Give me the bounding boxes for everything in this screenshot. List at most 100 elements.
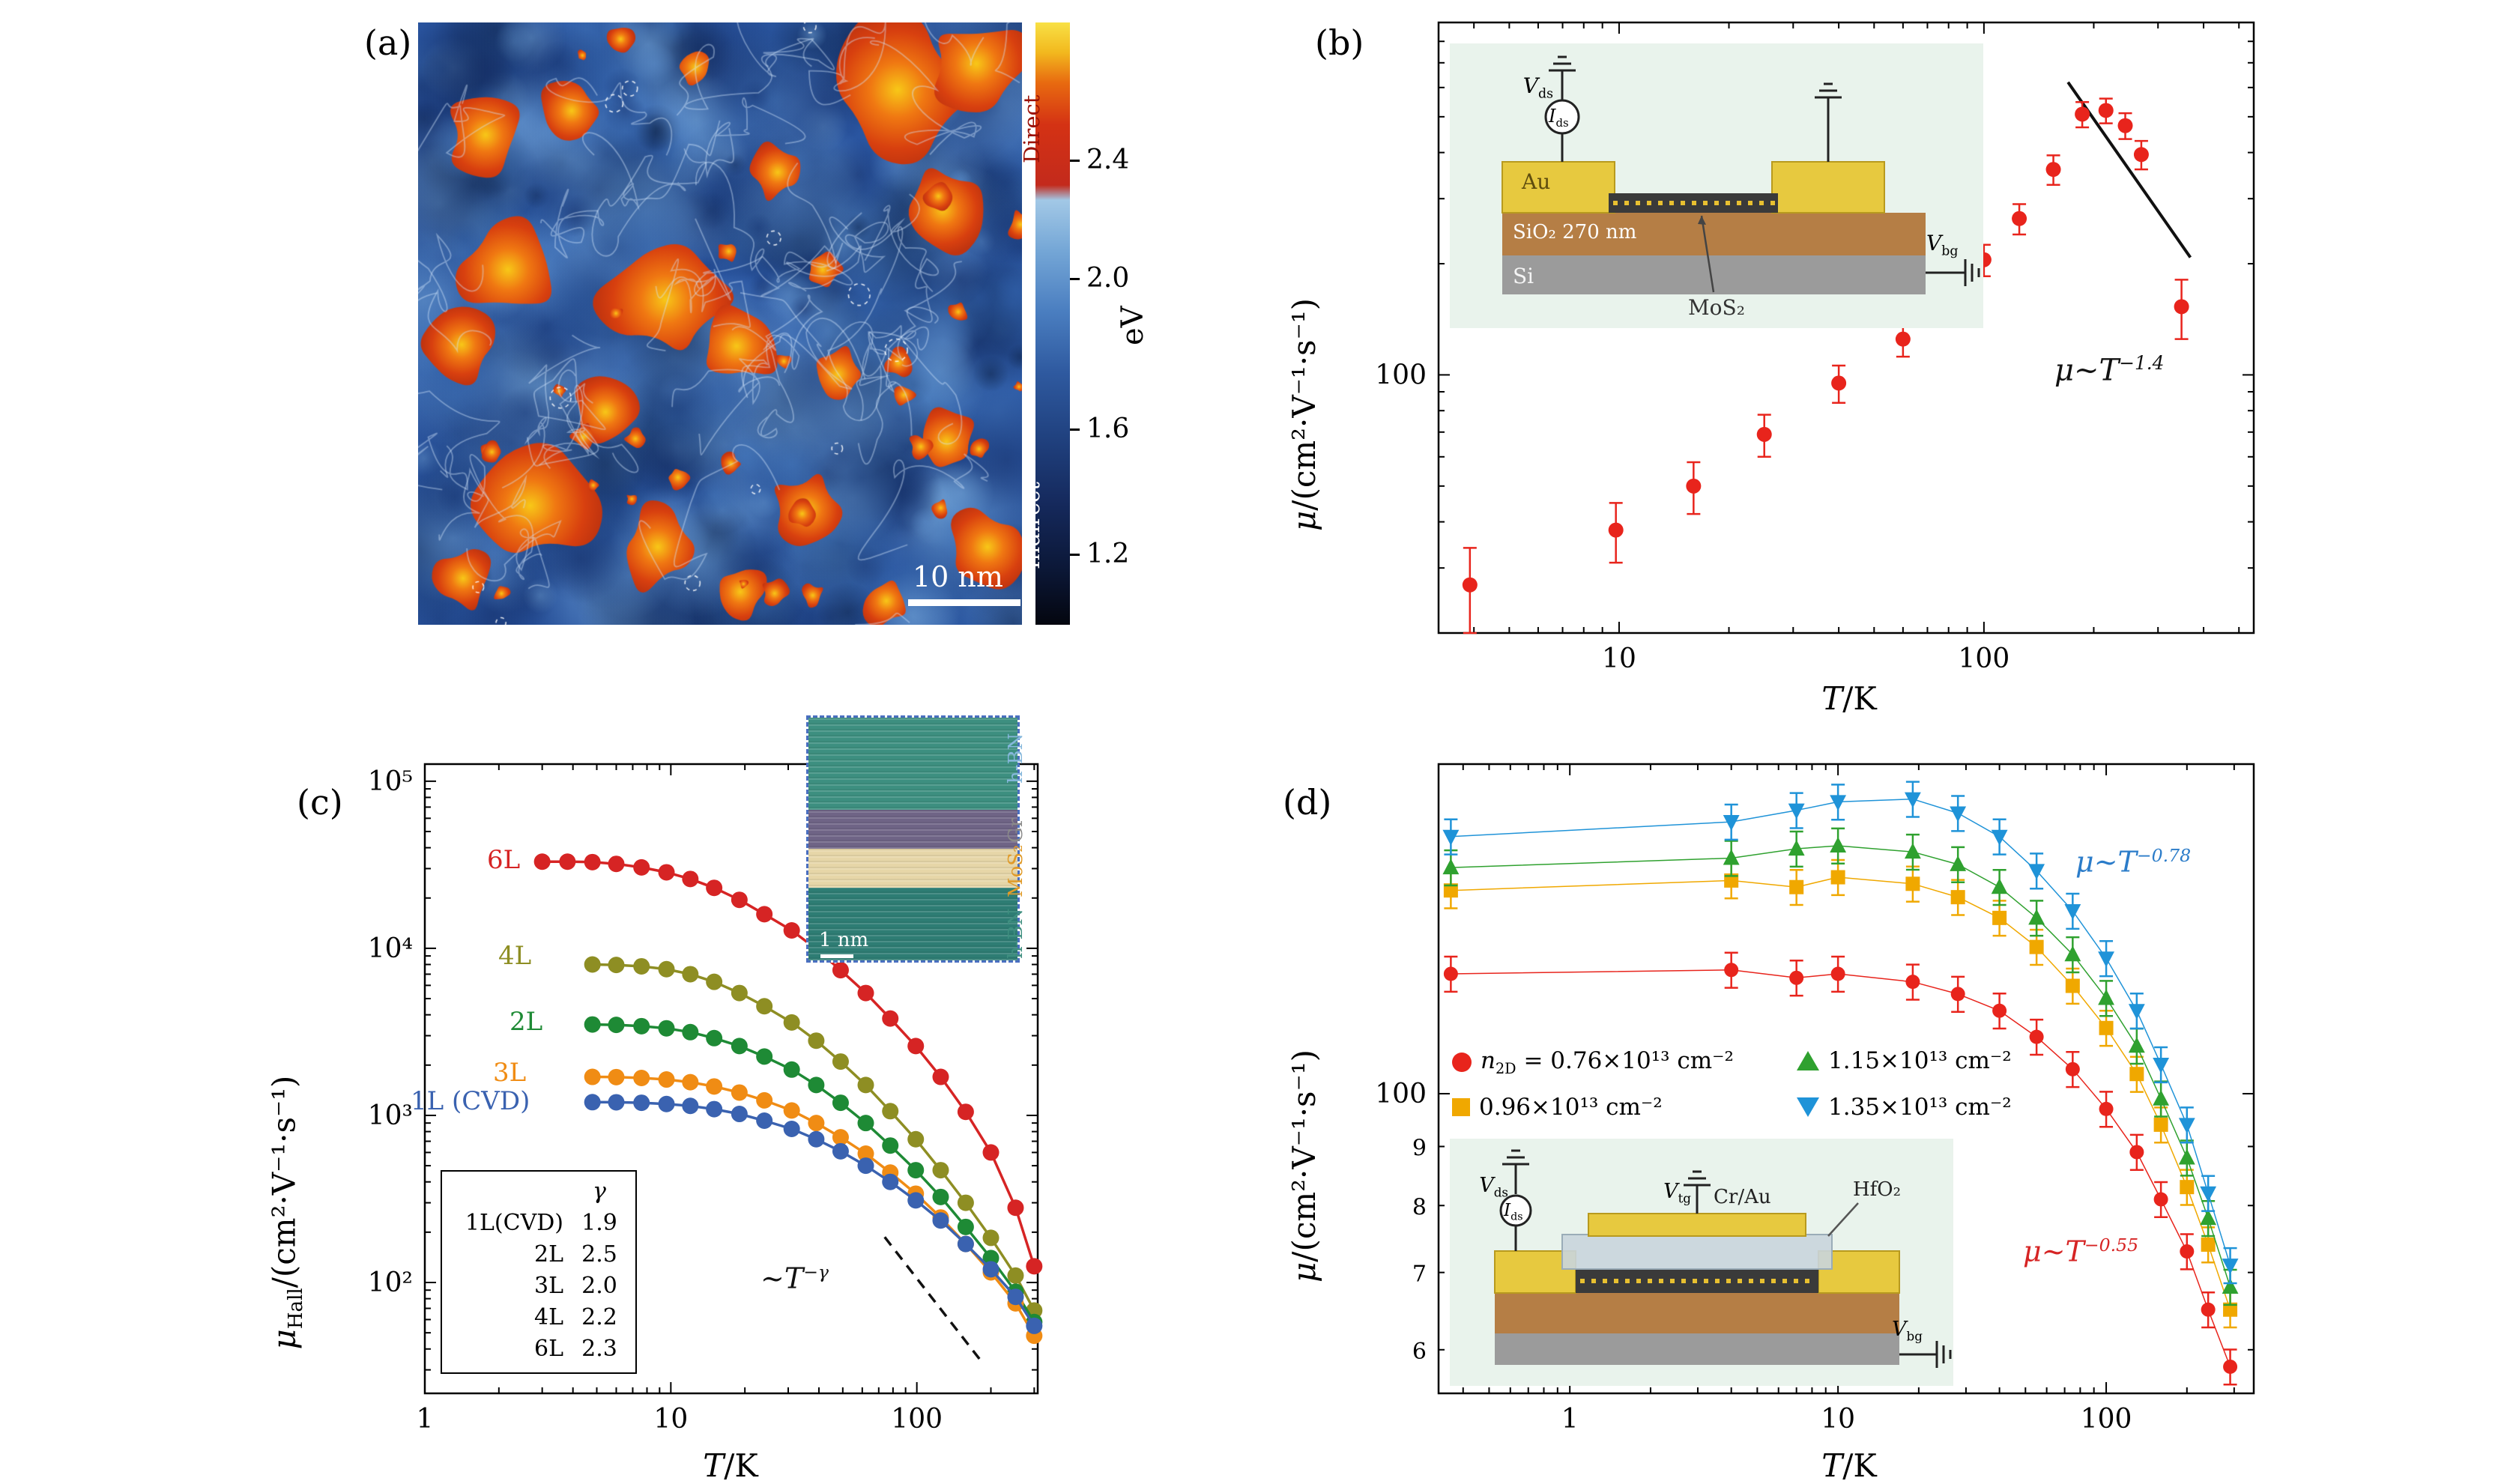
ground-symbol <box>1935 1341 1952 1368</box>
si-layer <box>1495 1333 1899 1365</box>
hfo2-layer <box>1561 1234 1833 1270</box>
chart-c: 1 10 100 10² 10³ 10⁴ 10⁵ <box>368 763 1043 1435</box>
b-x-axis-label: T/K <box>1821 680 1877 717</box>
map-scalebar-label: 10 nm <box>913 560 1003 593</box>
series-n2D=0.76e13 <box>1443 951 2238 1386</box>
ammeter-symbol <box>1499 1194 1532 1227</box>
legend-item-1: 0.96×10¹³ cm⁻² <box>1452 1094 1663 1121</box>
series-field-effect-mobility <box>1462 97 2189 635</box>
x-tick-label: 1 <box>1561 1404 1579 1435</box>
tem-label-2: MoS₂ <box>1005 844 1027 897</box>
chart-d: 1 10 100 100 9 8 7 6 <box>1375 763 2255 1435</box>
device-schematic-b <box>1450 43 1983 328</box>
panel-d-label: (d) <box>1283 782 1332 823</box>
tem-hbn-bottom <box>808 887 1017 960</box>
c-x-axis-label: T/K <box>703 1447 758 1484</box>
colorbar-tick-label: 2.0 <box>1086 263 1130 294</box>
device-schematic-d <box>1450 1139 1953 1386</box>
tem-label-1: Gr <box>1005 817 1027 843</box>
c-powerlaw-annotation: ~T−γ <box>760 1262 829 1295</box>
series-4L <box>584 956 1043 1319</box>
ground-symbol <box>1549 55 1576 72</box>
vtg-label: Vtg <box>1663 1180 1691 1206</box>
triangle-up-marker-icon <box>1797 1051 1819 1070</box>
tem-label-3: h-BN <box>1005 908 1027 959</box>
b-powerlaw-annotation: μ~T−1.4 <box>2054 352 2165 388</box>
table-row: 2L 2.5 <box>533 1241 617 1268</box>
colorbar-tick <box>1070 278 1080 280</box>
si-layer <box>1502 255 1926 294</box>
gamma-table: γ 1L(CVD) 1.9 2L 2.5 3L 2.0 4L 2.2 6L 2.3 <box>441 1170 637 1374</box>
series-2L <box>584 1016 1043 1330</box>
legend-item-3: 1.35×10¹³ cm⁻² <box>1797 1094 2012 1121</box>
x-tick-label: 100 <box>1959 643 2010 674</box>
ids-label: Ids <box>1504 1201 1523 1223</box>
colorbar-tick <box>1070 428 1080 431</box>
device-inset-d: Vds Ids Vtg Cr/Au HfO₂ Vbg <box>1450 1139 1974 1387</box>
table-row: 6L 2.3 <box>533 1336 617 1362</box>
au-electrode-left <box>1502 161 1615 213</box>
tem-hbn-top <box>808 718 1017 811</box>
au-electrode-right <box>1771 161 1885 213</box>
series-label-2l: 2L <box>509 1007 543 1037</box>
legend-item-0: n2D = 0.76×10¹³ cm⁻² <box>1452 1047 1734 1077</box>
series-n2D=1.35e13 <box>1442 781 2239 1285</box>
y-tick-label: 10⁵ <box>368 766 413 797</box>
ground-symbol <box>1964 259 1980 286</box>
table-row: 4L 2.2 <box>533 1304 617 1330</box>
ground-symbol <box>1502 1149 1529 1166</box>
colorbar-tick <box>1070 160 1080 162</box>
y-tick-label: 8 <box>1412 1194 1427 1220</box>
sio2-layer <box>1495 1293 1899 1333</box>
sio2-layer <box>1502 213 1926 255</box>
top-gate <box>1588 1213 1806 1237</box>
ground-symbol <box>1684 1170 1711 1187</box>
si-label: Si <box>1513 264 1534 288</box>
colorbar-tick-label: 1.6 <box>1086 414 1130 444</box>
vbg-label: Vbg <box>1892 1318 1923 1344</box>
circle-marker-icon <box>1452 1053 1472 1073</box>
x-tick-label: 100 <box>891 1404 943 1435</box>
crau-label: Cr/Au <box>1714 1186 1771 1208</box>
vds-label: Vds <box>1522 73 1553 102</box>
square-marker-icon <box>1452 1098 1470 1116</box>
triangle-down-marker-icon <box>1797 1097 1819 1117</box>
hfo2-label: HfO₂ <box>1853 1178 1902 1201</box>
y-tick-label: 100 <box>1375 360 1427 390</box>
series-label-1l-cvd-: 1L (CVD) <box>411 1086 530 1116</box>
d-powerlaw-annotation-blue: μ~T−0.78 <box>2075 845 2192 879</box>
legend-label: 1.35×10¹³ cm⁻² <box>1828 1094 2012 1121</box>
tem-mos2 <box>808 848 1017 888</box>
series-label-4l: 4L <box>498 941 532 971</box>
mos2-label: MoS₂ <box>1688 295 1745 320</box>
gamma-table-header: γ <box>593 1178 606 1205</box>
d-y-axis-label: μ/(cm²·V⁻¹·s⁻¹) <box>1286 1049 1322 1282</box>
ids-label: Ids <box>1549 106 1569 130</box>
au-label: Au <box>1522 169 1551 194</box>
colorbar <box>1035 22 1070 625</box>
x-tick-label: 1 <box>417 1404 434 1435</box>
bandgap-map-image <box>418 22 1022 625</box>
legend-label: 0.96×10¹³ cm⁻² <box>1479 1094 1663 1121</box>
tem-scalebar <box>820 954 853 958</box>
d-x-axis-label: T/K <box>1821 1447 1877 1484</box>
y-tick-label: 7 <box>1412 1262 1427 1288</box>
d-powerlaw-annotation-red: μ~T−0.55 <box>2023 1235 2139 1268</box>
legend-item-2: 1.15×10¹³ cm⁻² <box>1797 1047 2012 1074</box>
y-tick-label: 10² <box>368 1268 413 1298</box>
colorbar-tick <box>1070 554 1080 556</box>
legend-label: 1.15×10¹³ cm⁻² <box>1828 1047 2012 1074</box>
panel-b-label: (b) <box>1315 22 1364 63</box>
table-row: 3L 2.0 <box>533 1273 617 1299</box>
device-inset-b: Au SiO₂ 270 nm Si MoS₂ Vds Ids Vbg <box>1450 43 2004 330</box>
x-tick-label: 10 <box>653 1404 688 1435</box>
axis-ticks <box>1439 22 2254 634</box>
y-tick-label: 100 <box>1375 1079 1427 1109</box>
c-y-axis-label: μHall/(cm²·V⁻¹·s⁻¹) <box>265 1075 307 1350</box>
tem-scalebar-label: 1 nm <box>819 929 869 951</box>
y-tick-label: 10⁴ <box>368 933 413 964</box>
x-tick-label: 100 <box>2081 1404 2132 1435</box>
ammeter-symbol <box>1544 99 1580 135</box>
panel-a-label: (a) <box>364 22 412 63</box>
